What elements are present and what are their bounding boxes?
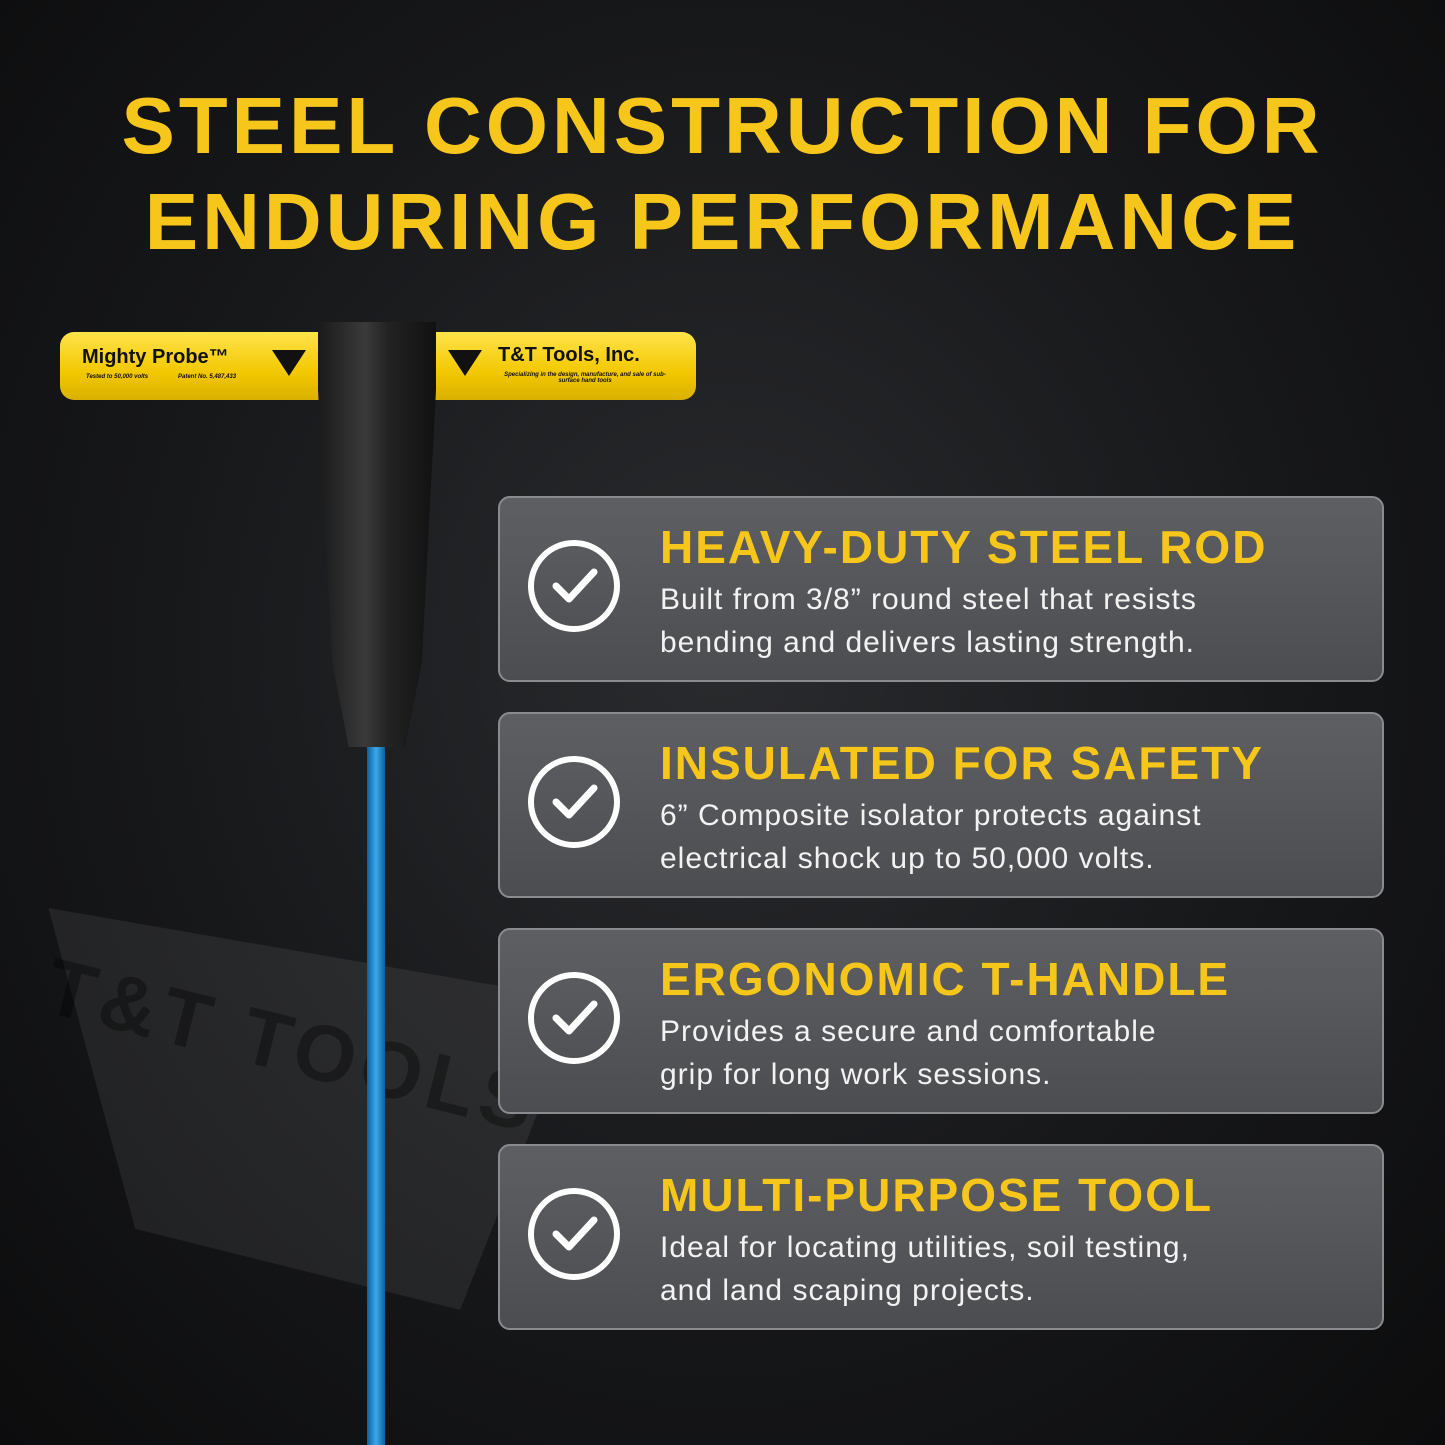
feature-title: INSULATED FOR SAFETY: [660, 737, 1264, 789]
check-circle-icon: [528, 756, 620, 848]
feature-card: MULTI-PURPOSE TOOL Ideal for locating ut…: [498, 1144, 1384, 1330]
brand-sub-volts: Tested to 50,000 volts: [86, 374, 149, 380]
feature-text: Ideal for locating utilities, soil testi…: [660, 1231, 1190, 1307]
page-title: STEEL CONSTRUCTION FOR ENDURING PERFORMA…: [0, 78, 1445, 270]
feature-title: ERGONOMIC T-HANDLE: [660, 953, 1231, 1005]
check-circle-icon: [528, 540, 620, 632]
brand-label: Mighty Probe™: [82, 346, 229, 368]
handle-clamp: [318, 322, 436, 747]
feature-card: ERGONOMIC T-HANDLE Provides a secure and…: [498, 928, 1384, 1114]
triangle-icon: [448, 350, 482, 376]
feature-card: HEAVY-DUTY STEEL ROD Built from 3/8” rou…: [498, 496, 1384, 682]
check-circle-icon: [528, 1188, 620, 1280]
check-circle-icon: [528, 972, 620, 1064]
brand-sub-patent: Patent No. 5,487,433: [178, 374, 237, 380]
probe-rod: [367, 745, 385, 1445]
feature-text: Provides a secure and comfortable grip f…: [660, 1015, 1157, 1091]
title-line-1: STEEL CONSTRUCTION FOR: [121, 81, 1324, 170]
feature-title: MULTI-PURPOSE TOOL: [660, 1169, 1214, 1221]
feature-card: INSULATED FOR SAFETY 6” Composite isolat…: [498, 712, 1384, 898]
feature-text: Built from 3/8” round steel that resists…: [660, 583, 1197, 659]
company-label: T&T Tools, Inc.: [498, 344, 640, 366]
feature-title: HEAVY-DUTY STEEL ROD: [660, 521, 1268, 573]
feature-text: 6” Composite isolator protects against e…: [660, 799, 1202, 875]
title-line-2: ENDURING PERFORMANCE: [144, 177, 1301, 266]
triangle-icon: [272, 350, 306, 376]
company-sub: Specializing in the design, manufacture,…: [504, 372, 666, 384]
